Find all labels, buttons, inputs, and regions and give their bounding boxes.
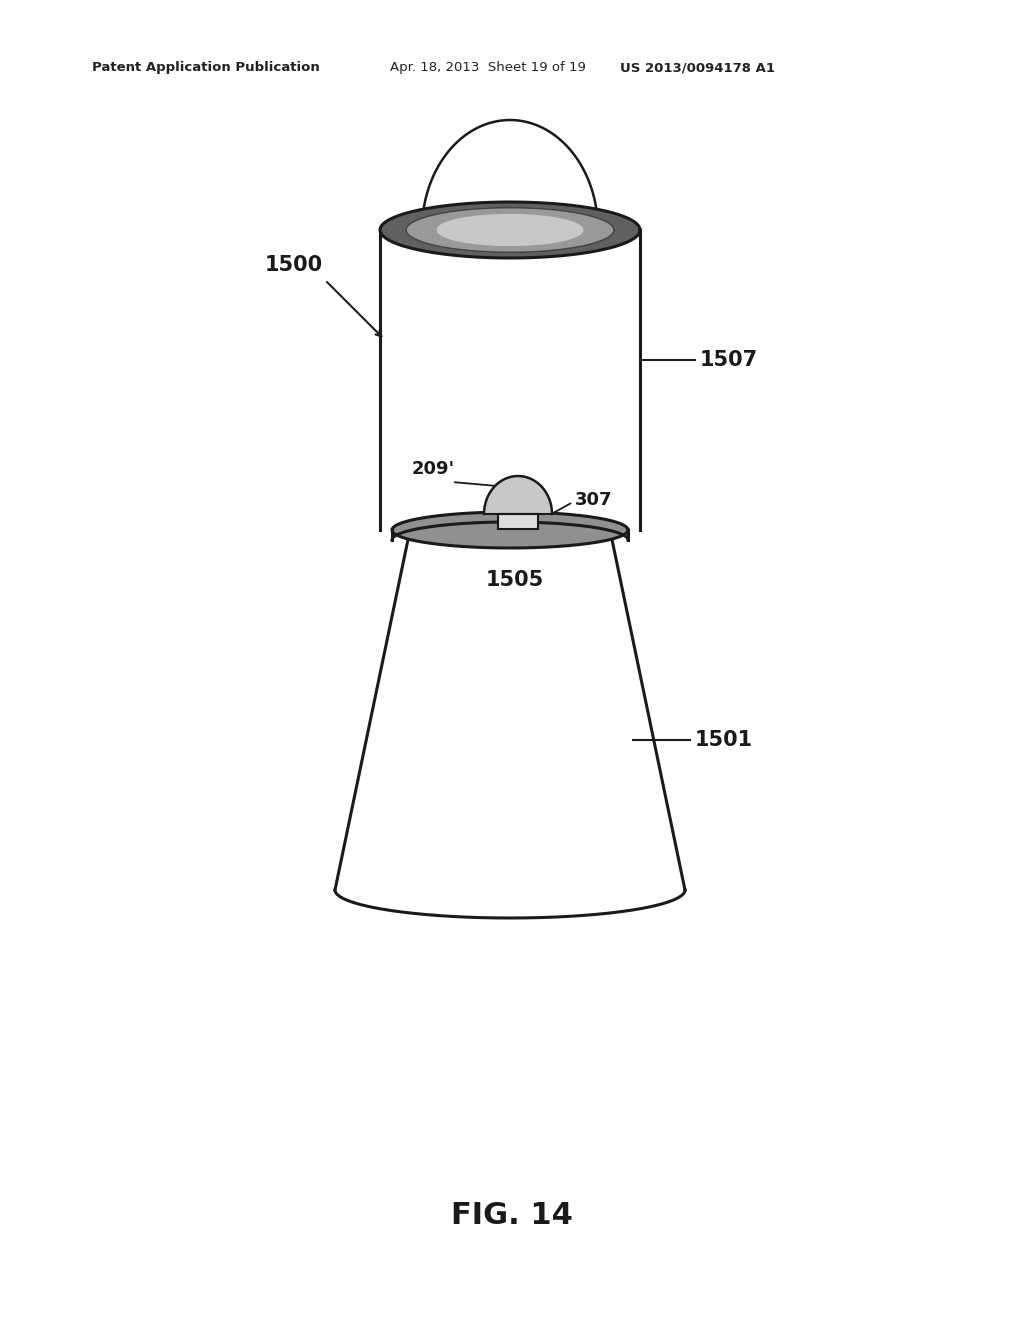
- Polygon shape: [380, 202, 640, 257]
- Polygon shape: [484, 477, 552, 513]
- Text: US 2013/0094178 A1: US 2013/0094178 A1: [620, 62, 775, 74]
- Text: 1500: 1500: [265, 255, 324, 275]
- Polygon shape: [406, 207, 614, 252]
- Text: Apr. 18, 2013  Sheet 19 of 19: Apr. 18, 2013 Sheet 19 of 19: [390, 62, 586, 74]
- Polygon shape: [437, 215, 583, 246]
- Text: 307: 307: [575, 491, 612, 510]
- Text: Patent Application Publication: Patent Application Publication: [92, 62, 319, 74]
- Text: 209': 209': [412, 459, 455, 478]
- Polygon shape: [392, 512, 628, 548]
- Text: 1507: 1507: [700, 350, 758, 370]
- Text: FIG. 14: FIG. 14: [451, 1200, 573, 1229]
- Text: 1501: 1501: [695, 730, 753, 750]
- Text: 1505: 1505: [485, 570, 544, 590]
- Bar: [498, 513, 538, 529]
